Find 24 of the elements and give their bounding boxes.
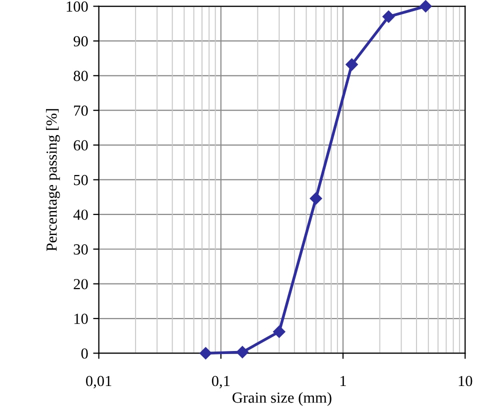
- point: [382, 10, 395, 23]
- y-tick-label: 30: [74, 244, 88, 255]
- y-tick-label: 40: [73, 210, 88, 220]
- y-tick-label: 10: [74, 314, 88, 324]
- y-tick-label: 0: [81, 348, 88, 359]
- x-tick-label: 1: [340, 376, 346, 386]
- x-tick-label: 0,1: [212, 376, 230, 388]
- y-tick-label: 100: [66, 1, 88, 12]
- y-tick-label: 70: [74, 105, 88, 116]
- y-tick-label: 60: [74, 140, 88, 150]
- y-tick-label: 20: [74, 278, 88, 290]
- point: [420, 0, 432, 12]
- x-axis-title: Grain size (mm): [232, 392, 332, 406]
- y-tick-label: 90: [74, 36, 88, 46]
- y-axis-title: Percentage passing [%]: [46, 109, 60, 251]
- x-tick-label: 0,01: [86, 376, 112, 388]
- point: [236, 346, 249, 358]
- point: [200, 347, 212, 360]
- point: [346, 58, 358, 71]
- point: [310, 192, 322, 205]
- y-tick-label: 80: [74, 70, 88, 82]
- point: [273, 326, 286, 338]
- x-tick-label: 10: [458, 376, 472, 386]
- y-tick-label: 50: [74, 174, 88, 186]
